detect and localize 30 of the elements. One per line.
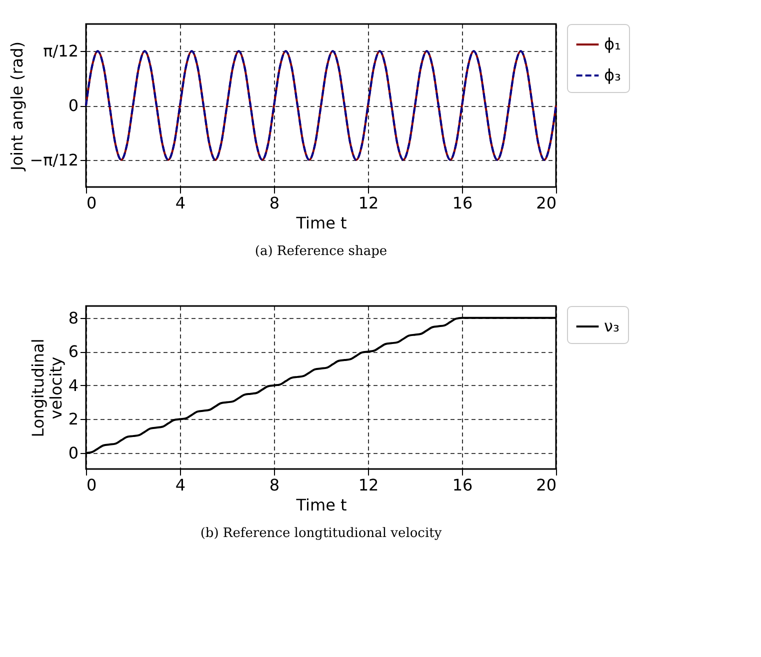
- x-axis-title: Time t: [295, 496, 347, 514]
- x-tick-label: 20: [536, 476, 556, 494]
- y-axis-title: Joint angle (rad): [8, 42, 27, 172]
- x-tick-label: 0: [86, 194, 97, 212]
- line-series: [85, 50, 557, 161]
- text: (a) Reference shape: [254, 244, 388, 259]
- legend-label: ϕ₁: [604, 34, 621, 54]
- y-tick-label: 2: [68, 410, 78, 429]
- legend-label: ϕ₃: [604, 66, 621, 84]
- x-tick-label: 16: [452, 194, 473, 212]
- text: (b) Reference longtitudional velocity: [200, 526, 442, 541]
- y-tick-label: 0: [68, 443, 78, 462]
- x-tick-label: 0: [86, 476, 97, 494]
- x-tick-label: 16: [452, 476, 473, 494]
- x-tick-label: 4: [175, 194, 186, 212]
- x-tick-label: 4: [175, 476, 186, 494]
- y-tick-label: 4: [68, 376, 78, 395]
- x-axis-title: Time t: [295, 214, 347, 232]
- x-tick-label: 8: [269, 476, 280, 494]
- y-tick-label: 8: [68, 308, 78, 328]
- x-tick-label: 20: [536, 194, 556, 212]
- y-axis-title: Longitudinal velocity: [28, 338, 66, 438]
- y-tick-label: −π/12: [30, 150, 78, 170]
- x-tick-label: 12: [358, 194, 379, 212]
- y-tick-label: π/12: [43, 42, 78, 61]
- y-tick-label: 0: [68, 96, 78, 115]
- legend-label: ν₃: [604, 316, 620, 336]
- x-tick-label: 8: [269, 194, 280, 212]
- x-tick-label: 12: [358, 476, 379, 494]
- y-tick-label: 6: [68, 342, 78, 362]
